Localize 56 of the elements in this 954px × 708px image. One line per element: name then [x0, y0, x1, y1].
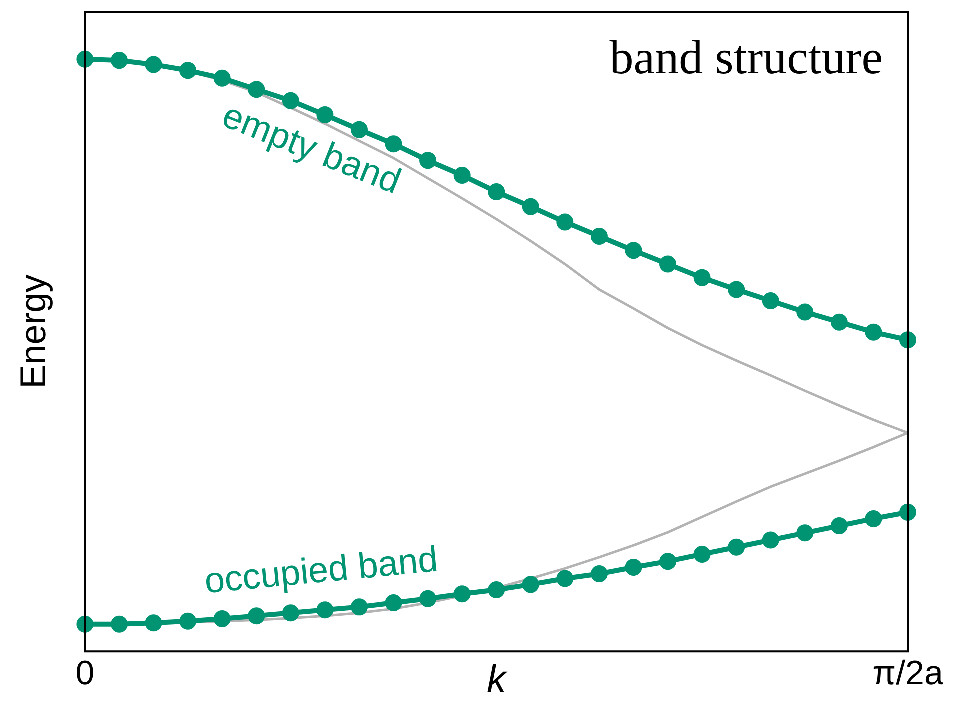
point: [76, 50, 94, 68]
point: [76, 616, 94, 633]
point: [900, 332, 916, 349]
point: [454, 586, 471, 603]
point: [865, 324, 882, 341]
point: [694, 546, 711, 563]
point: [590, 228, 608, 245]
point: [625, 242, 642, 260]
text: empty band: [217, 94, 408, 202]
point: [385, 594, 402, 612]
point: [728, 538, 746, 556]
point: [556, 214, 574, 231]
point: [248, 608, 266, 625]
point: [145, 56, 162, 74]
point: [590, 566, 608, 583]
point: [694, 269, 711, 286]
x-tick-label: π/2a: [872, 654, 944, 692]
point: [350, 598, 368, 616]
point: [316, 602, 334, 619]
point: [488, 184, 506, 201]
point: [830, 518, 848, 535]
point: [420, 152, 437, 170]
point: [110, 52, 128, 70]
point: [625, 559, 642, 576]
point: [248, 81, 266, 98]
point: [556, 570, 574, 588]
point: [830, 314, 848, 331]
point: [660, 256, 677, 273]
point: [350, 121, 368, 138]
point: [762, 532, 780, 549]
point: [900, 504, 916, 521]
x-axis-title: k: [487, 658, 508, 701]
point: [522, 198, 540, 216]
point: [488, 582, 506, 599]
point: [796, 524, 814, 542]
point: [282, 604, 300, 622]
point: [316, 106, 334, 124]
point: [660, 553, 677, 570]
point: [762, 292, 780, 310]
point: [865, 510, 882, 528]
point: [282, 92, 300, 110]
chart-title: band structure: [610, 32, 883, 85]
point: [145, 614, 162, 632]
point: [728, 281, 746, 298]
x-tick-label: 0: [76, 654, 95, 692]
point: [796, 304, 814, 321]
point: [214, 70, 231, 87]
point: [110, 616, 128, 633]
point: [522, 576, 540, 594]
y-axis-title: Energy: [12, 274, 54, 389]
point: [214, 610, 231, 628]
point: [180, 62, 197, 80]
point: [180, 612, 197, 630]
text: occupied band: [202, 538, 440, 602]
point: [454, 166, 471, 184]
point: [420, 590, 437, 608]
